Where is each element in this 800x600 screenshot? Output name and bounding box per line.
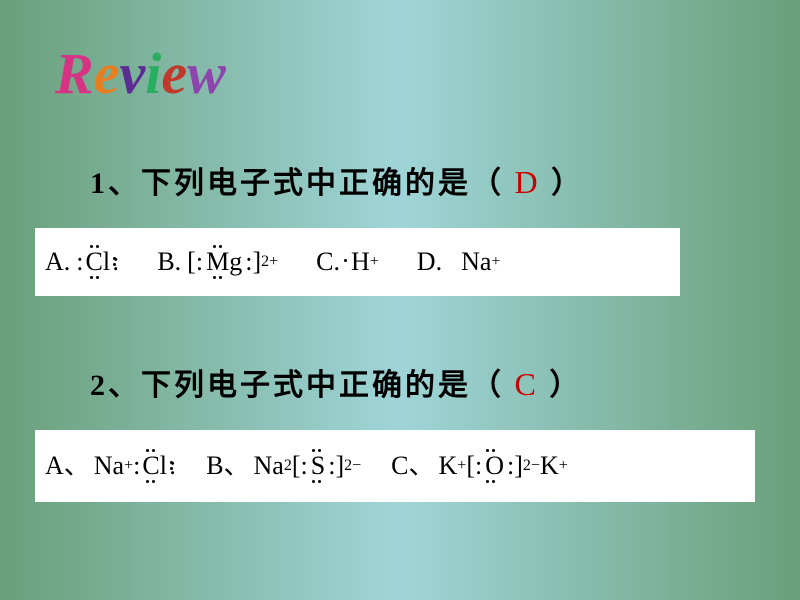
option-c: C. H + xyxy=(316,249,379,275)
option-b2: B、 Na2 [ : S : ]2− xyxy=(206,453,361,479)
s-atom: S xyxy=(308,453,328,479)
question-1: 1、下列电子式中正确的是（ D ） xyxy=(90,158,584,202)
q1-prefix: 1、下列电子式中正确的是（ xyxy=(90,167,504,200)
title-char: i xyxy=(145,41,161,106)
title-char: e xyxy=(161,41,187,106)
option-d: D. Na+ xyxy=(417,249,501,275)
title-char: e xyxy=(94,41,120,106)
cl-atom: Cl xyxy=(84,249,113,275)
options-box-1: A. : Cl : B. [ : Mg : ]2+ C. H + D. Na+ xyxy=(35,228,680,296)
option-c2: C、 K+ [ : O : ]2− K+ xyxy=(391,453,568,479)
mg-atom: Mg xyxy=(203,249,245,275)
h-atom: H xyxy=(346,249,370,275)
q2-suffix: ） xyxy=(549,369,582,402)
options-box-2: A、 Na+ : Cl : B、 Na2 [ : S : ]2− C、 K+ [… xyxy=(35,430,755,502)
question-2: 2、下列电子式中正确的是（ C ） xyxy=(90,360,582,404)
q2-answer: C xyxy=(515,366,539,402)
o-atom: O xyxy=(482,453,507,479)
review-title: Review xyxy=(55,40,226,107)
title-char: R xyxy=(55,41,94,106)
q2-prefix: 2、下列电子式中正确的是（ xyxy=(90,369,504,402)
q1-suffix: ） xyxy=(551,167,584,200)
title-char: v xyxy=(119,41,145,106)
option-b: B. [ : Mg : ]2+ xyxy=(157,249,278,275)
q1-answer: D xyxy=(515,164,541,200)
cl-atom: Cl xyxy=(140,453,169,479)
option-a: A. : Cl : xyxy=(45,249,119,275)
title-char: w xyxy=(187,41,226,106)
option-a2: A、 Na+ : Cl : xyxy=(45,453,176,479)
